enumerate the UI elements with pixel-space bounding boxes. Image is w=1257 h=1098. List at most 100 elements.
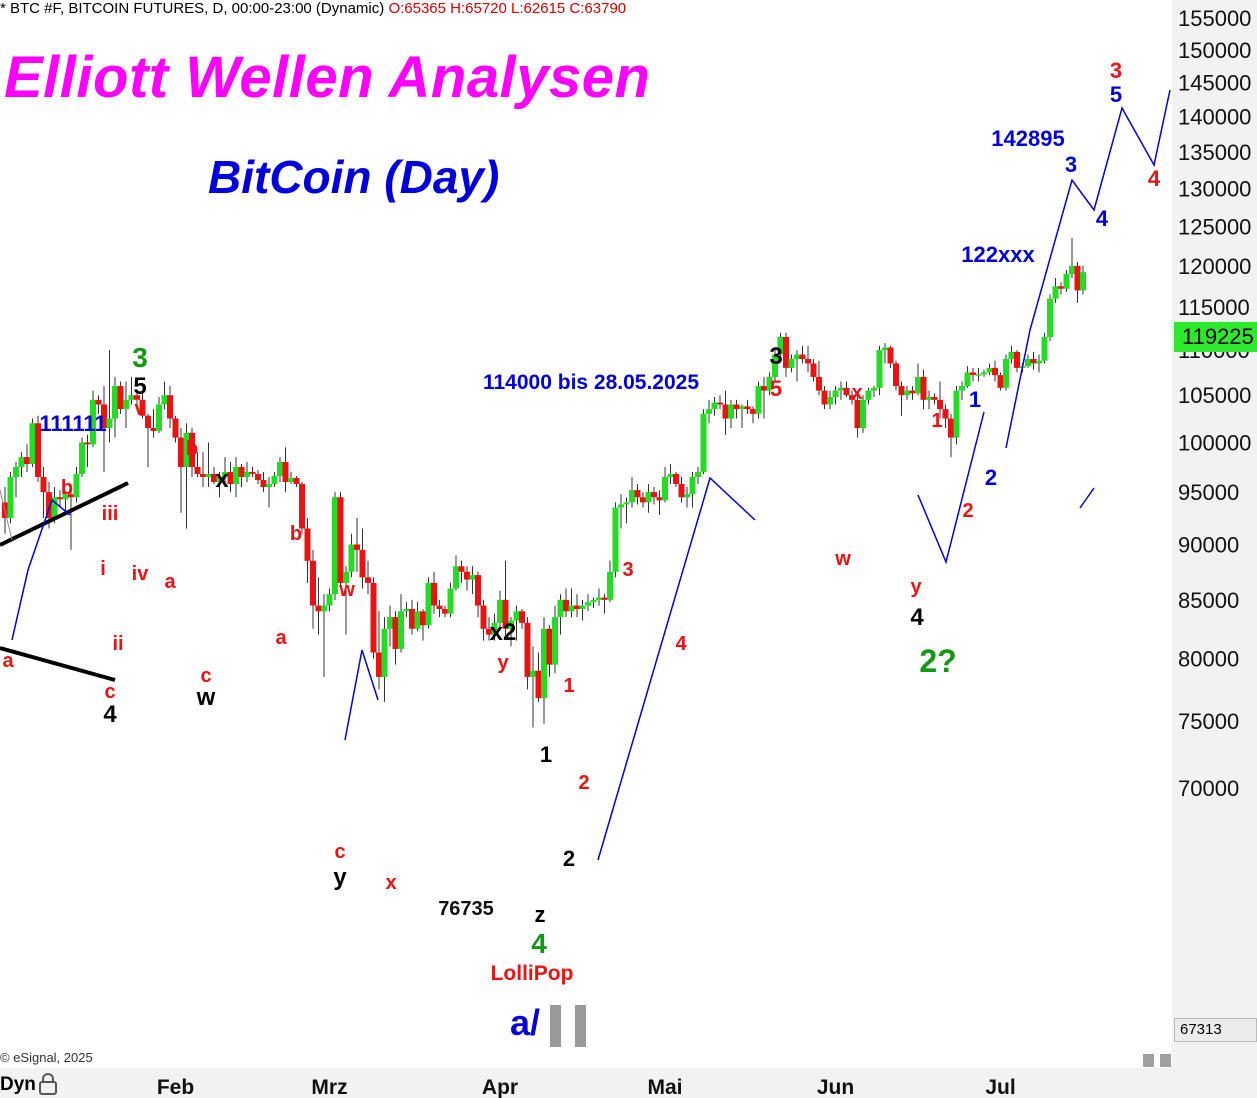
- wave-label: x: [385, 872, 396, 894]
- candle-body: [35, 423, 41, 477]
- y-tick-label: 120000: [1178, 254, 1251, 279]
- candle-body: [117, 386, 124, 410]
- y-tick-label: 95000: [1178, 480, 1239, 505]
- candle-body: [733, 404, 740, 410]
- candle-body: [442, 609, 448, 614]
- candle-body: [799, 354, 806, 359]
- x-tick-label: Feb: [157, 1076, 194, 1098]
- candle-body: [29, 423, 36, 464]
- candle-body: [590, 599, 597, 603]
- candle-body: [728, 404, 734, 419]
- candle-body: [409, 609, 415, 629]
- annotation-a-slash: a/: [510, 1002, 540, 1043]
- candle-body: [469, 575, 476, 580]
- candle-body: [882, 347, 888, 351]
- candle-body: [788, 358, 795, 368]
- candle-body: [843, 387, 850, 396]
- lock-icon[interactable]: [38, 1073, 58, 1095]
- wave-label: x: [215, 466, 229, 493]
- candle-body: [161, 395, 168, 405]
- candle-body: [420, 611, 426, 626]
- candle-body: [464, 571, 470, 580]
- candle-body: [123, 399, 129, 410]
- wave-label: 4: [910, 604, 924, 631]
- wave-label: 2: [578, 772, 589, 794]
- candle-body: [332, 497, 338, 595]
- candle-body: [574, 605, 580, 610]
- candle-body: [1008, 351, 1015, 359]
- candle-body: [777, 337, 784, 355]
- candle-body: [282, 462, 289, 482]
- candle-body: [387, 617, 393, 629]
- wave-path-left: [11, 498, 71, 641]
- symbol-header: * BTC #F, BITCOIN FUTURES, D, 00:00-23:0…: [0, 0, 626, 17]
- candle-body: [1036, 360, 1042, 364]
- candle-body: [486, 628, 492, 635]
- x-tick-label: Jul: [985, 1076, 1015, 1098]
- candle-body: [898, 386, 905, 396]
- candle-body: [986, 367, 993, 373]
- y-tick-label: 85000: [1178, 588, 1239, 613]
- candle-body: [915, 376, 921, 394]
- candle-body: [293, 477, 300, 485]
- candle-body: [68, 494, 74, 498]
- wave-label: 3: [1065, 152, 1077, 177]
- candle-body: [634, 490, 641, 498]
- wave-label: iii: [102, 503, 119, 525]
- wave-label: a: [164, 571, 176, 593]
- candle-body: [227, 471, 234, 485]
- x-tick-label: Jun: [817, 1076, 854, 1098]
- candle-body: [343, 571, 349, 583]
- y-tick-label: 130000: [1178, 176, 1251, 201]
- candle-body: [541, 628, 547, 699]
- wave-label: 5: [1110, 82, 1122, 107]
- candle-body: [695, 471, 701, 477]
- ohlc-values: O:65365 H:65720 L:62615 C:63790: [388, 0, 627, 17]
- candle-body: [810, 363, 817, 377]
- scroll-marker-icon[interactable]: [1143, 1054, 1154, 1067]
- candle-body: [948, 418, 954, 438]
- candle-body: [216, 476, 223, 482]
- candle-body: [722, 404, 729, 419]
- scroll-marker-icon[interactable]: [1160, 1054, 1171, 1067]
- candle-body: [744, 406, 751, 410]
- candle-body: [618, 504, 624, 508]
- wave-label: 3: [132, 342, 148, 373]
- y-tick-label: 140000: [1178, 105, 1251, 130]
- candle-body: [887, 347, 894, 364]
- candle-body: [376, 652, 382, 677]
- chart-subtitle: BitCoin (Day): [208, 151, 500, 203]
- candle-body: [1080, 272, 1086, 291]
- candle-body: [178, 437, 184, 467]
- candle-body: [106, 418, 113, 429]
- wave-label: 3: [769, 343, 782, 370]
- candle-body: [1030, 358, 1037, 364]
- wave-label: 4: [103, 701, 117, 728]
- candle-body: [667, 473, 674, 477]
- candle-body: [62, 494, 69, 500]
- candle-body: [57, 497, 63, 500]
- candle-body: [425, 582, 432, 626]
- wave-label: 4: [675, 633, 687, 655]
- candle-body: [585, 602, 591, 606]
- candle-body: [172, 418, 179, 438]
- wave-path-projection: [1005, 89, 1171, 449]
- wave-label: 2: [985, 465, 997, 490]
- wave-label: 4: [531, 928, 547, 959]
- candle-body: [519, 611, 525, 623]
- candle-body: [970, 372, 976, 376]
- candle-body: [711, 402, 718, 410]
- candle-body: [629, 490, 635, 503]
- y-tick-label: 125000: [1178, 214, 1251, 239]
- candle-body: [1025, 358, 1031, 367]
- wave-label: 5: [133, 373, 146, 400]
- candle-body: [563, 599, 569, 612]
- candle-body: [211, 473, 217, 482]
- candle-body: [414, 611, 421, 629]
- candle-body: [271, 475, 278, 485]
- candle-body: [684, 494, 690, 498]
- candle-body: [755, 386, 762, 414]
- x-tick-label: Apr: [482, 1076, 518, 1098]
- candle-body: [1052, 286, 1059, 299]
